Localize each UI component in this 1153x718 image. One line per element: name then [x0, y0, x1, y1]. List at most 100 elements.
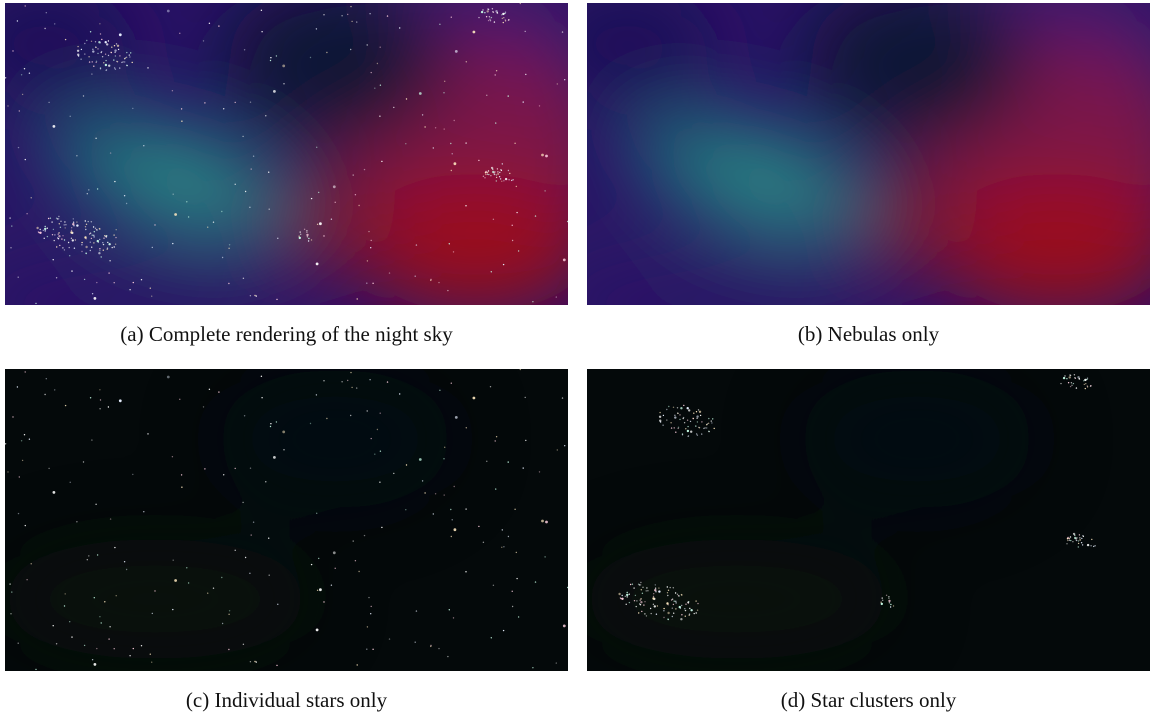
star — [94, 231, 95, 232]
star — [265, 115, 266, 116]
star — [222, 623, 223, 624]
star — [358, 205, 359, 206]
star — [114, 547, 115, 548]
cluster-star — [1074, 534, 1075, 535]
cluster-star — [84, 53, 85, 54]
cluster-star — [494, 174, 495, 175]
cluster-star — [84, 236, 86, 238]
star — [333, 551, 336, 554]
cluster-star — [674, 601, 675, 602]
star — [331, 219, 332, 220]
cluster-star — [105, 41, 107, 43]
cluster-star — [71, 238, 72, 239]
star — [83, 461, 84, 462]
star — [316, 147, 317, 148]
cluster-star — [1063, 377, 1065, 379]
cluster-star — [92, 49, 93, 50]
cluster-star — [497, 12, 498, 13]
star — [483, 176, 484, 177]
star — [150, 288, 151, 289]
cluster-star — [639, 584, 640, 585]
cluster-star — [687, 602, 688, 603]
star — [76, 521, 77, 522]
star — [18, 643, 19, 644]
cluster-star — [129, 56, 130, 57]
cluster-star — [51, 221, 52, 222]
star — [143, 145, 144, 146]
star — [143, 511, 144, 512]
cluster-star — [62, 235, 63, 236]
cluster-star — [675, 432, 676, 433]
cluster-star — [118, 49, 119, 50]
cluster-star — [666, 409, 667, 410]
cluster-star — [888, 598, 889, 599]
star — [508, 461, 509, 462]
cluster-star — [653, 593, 654, 594]
star — [270, 423, 271, 424]
cluster-star — [635, 595, 636, 596]
cluster-star — [497, 168, 498, 169]
cluster-star — [658, 590, 660, 592]
star — [370, 613, 371, 614]
cluster-star — [126, 52, 127, 53]
panel: (b) Nebulas only — [587, 3, 1150, 347]
cluster-star — [1093, 546, 1094, 547]
cluster-star — [641, 589, 642, 590]
cluster-star — [126, 65, 127, 66]
star — [218, 391, 219, 392]
cluster-star — [1060, 383, 1061, 384]
star — [84, 279, 85, 280]
star — [380, 451, 381, 452]
star — [96, 282, 97, 283]
cluster-star — [1067, 538, 1068, 539]
cluster-star — [481, 11, 483, 13]
cluster-star — [71, 227, 72, 228]
star — [235, 468, 236, 469]
star — [350, 372, 351, 373]
cluster-star — [48, 218, 49, 219]
cluster-star — [39, 232, 41, 234]
star — [173, 194, 174, 195]
star — [371, 240, 372, 241]
cluster-star — [91, 247, 92, 248]
cluster-star — [96, 61, 97, 62]
star — [447, 290, 448, 291]
star — [11, 225, 12, 226]
sky-image — [587, 369, 1150, 671]
cluster-star — [110, 52, 111, 53]
star — [221, 577, 222, 578]
star — [270, 57, 271, 58]
star — [269, 575, 270, 576]
cluster-star — [626, 604, 627, 605]
star — [389, 272, 390, 273]
cluster-star — [508, 19, 509, 20]
star — [371, 72, 372, 73]
cluster-star — [667, 592, 668, 593]
cluster-star — [485, 172, 486, 173]
cluster-star — [497, 173, 498, 174]
star — [65, 227, 66, 228]
cluster-star — [657, 605, 658, 606]
cluster-star — [95, 46, 96, 47]
star — [35, 303, 36, 304]
cluster-star — [85, 226, 86, 227]
star — [490, 386, 491, 387]
cluster-star — [647, 590, 648, 591]
star — [486, 461, 487, 462]
cluster-star — [1070, 386, 1071, 387]
cluster-star — [711, 420, 712, 421]
cluster-star — [50, 218, 51, 219]
star — [251, 168, 252, 169]
star — [29, 73, 30, 74]
star — [444, 494, 445, 495]
star — [326, 52, 327, 53]
star — [516, 186, 517, 187]
star — [22, 94, 23, 95]
cluster-star — [85, 253, 86, 254]
cluster-star — [683, 418, 684, 419]
panel-label: (c) — [186, 688, 209, 712]
star — [54, 389, 55, 390]
star — [65, 405, 66, 406]
cluster-star — [675, 592, 676, 593]
star — [347, 14, 348, 15]
